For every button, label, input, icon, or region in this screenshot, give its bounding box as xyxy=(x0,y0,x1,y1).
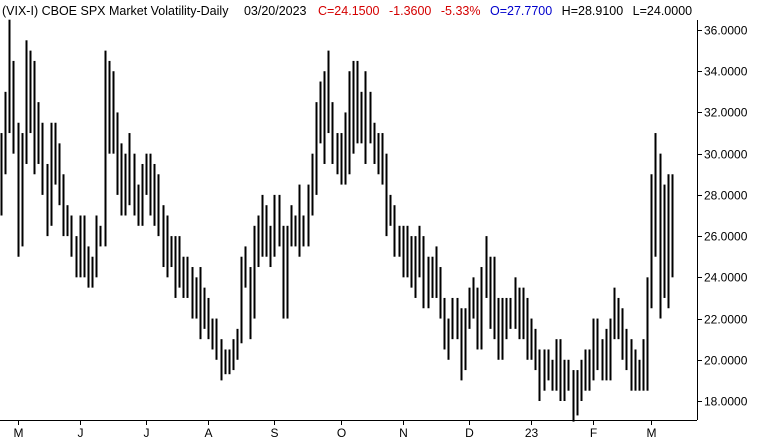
header-high: H=28.9100 xyxy=(562,4,624,18)
header-change-pct: -5.33% xyxy=(441,4,481,18)
header-change: -1.3600 xyxy=(389,4,431,18)
header-date: 03/20/2023 xyxy=(244,4,307,18)
header-symbol: (VIX-I) CBOE SPX Market Volatility-Daily xyxy=(2,4,229,18)
y-tick-label: 30.0000 xyxy=(704,148,748,162)
x-tick-label: S xyxy=(270,426,278,440)
x-tick-label: J xyxy=(144,426,150,440)
y-tick-label: 32.0000 xyxy=(704,106,748,120)
y-tick-label: 34.0000 xyxy=(704,65,748,79)
chart-header: (VIX-I) CBOE SPX Market Volatility-Daily… xyxy=(2,4,692,18)
header-close: C=24.1500 xyxy=(318,4,380,18)
y-tick-label: 22.0000 xyxy=(704,313,748,327)
y-tick-label: 36.0000 xyxy=(704,24,748,38)
header-open: O=27.7700 xyxy=(490,4,552,18)
y-tick-label: 20.0000 xyxy=(704,354,748,368)
x-axis: M J J A S O N D 23 F M xyxy=(14,420,657,440)
x-tick-label: M xyxy=(647,426,657,440)
x-tick-label: 23 xyxy=(525,426,539,440)
x-tick-label: D xyxy=(465,426,474,440)
y-tick-label: 24.0000 xyxy=(704,271,748,285)
y-tick-label: 18.0000 xyxy=(704,395,748,409)
x-tick-label: F xyxy=(590,426,597,440)
x-tick-label: N xyxy=(399,426,408,440)
x-tick-label: J xyxy=(78,426,84,440)
y-tick-label: 26.0000 xyxy=(704,230,748,244)
x-tick-label: A xyxy=(204,426,212,440)
header-low: L=24.0000 xyxy=(633,4,692,18)
price-bars xyxy=(0,19,674,422)
x-tick-label: M xyxy=(14,426,24,440)
x-tick-label: O xyxy=(337,426,346,440)
y-axis: 18.0000 20.0000 22.0000 24.0000 26.0000 28.00… xyxy=(697,24,748,409)
y-tick-label: 28.0000 xyxy=(704,189,748,203)
